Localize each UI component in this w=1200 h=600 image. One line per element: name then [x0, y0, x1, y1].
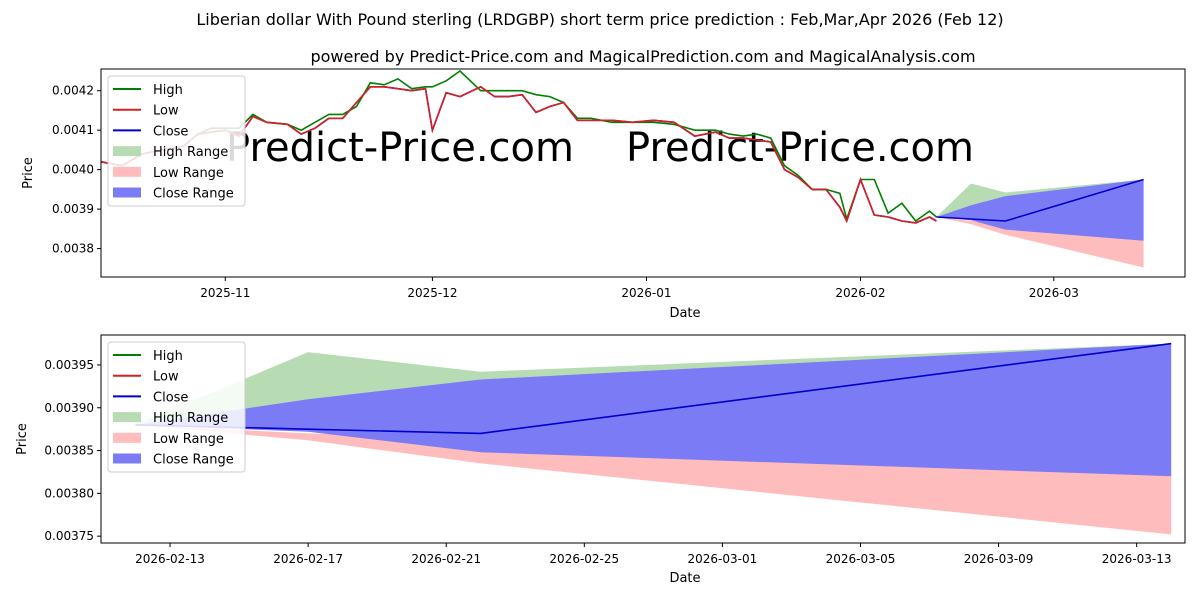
y-tick-label: 0.0042	[52, 84, 94, 98]
legend-box	[107, 75, 246, 207]
x-tick-label: 2026-03-09	[964, 552, 1034, 566]
axes-frame-top	[100, 68, 1186, 278]
x-tick-label: 2026-02-13	[135, 552, 205, 566]
legend-label: Close Range	[153, 453, 234, 468]
legend-label: Low	[153, 370, 179, 385]
legend-label: Close	[153, 124, 188, 139]
chart-subtitle: powered by Predict-Price.com and Magical…	[310, 47, 975, 66]
legend-swatch	[113, 166, 141, 177]
top-panel: Predict-Price.com Predict-Price.com Predic…	[21, 68, 1186, 323]
y-tick-label: 0.00385	[44, 444, 94, 458]
legend-top: High Low Close High Range Low Range Close Ran…	[107, 75, 246, 207]
x-axis-label: Date	[669, 571, 700, 586]
watermark-text: Predict-Price.com	[626, 125, 974, 171]
x-tick-label: 2026-03-05	[826, 552, 896, 566]
x-tick-label: 2026-02	[835, 286, 885, 300]
axes-frame-bottom	[100, 334, 1186, 544]
legend-label: High Range	[153, 411, 228, 426]
legend-swatch	[113, 187, 141, 198]
y-axis-label: Price	[21, 157, 36, 189]
x-tick-label: 2026-03-13	[1102, 552, 1172, 566]
chart-title: Liberian dollar With Pound sterling (LRD…	[196, 10, 1003, 29]
legend-box	[107, 341, 246, 473]
low-range-band	[135, 424, 1172, 535]
plot-area-bottom: Predict-Price.comPredict-Price.comPredic…	[135, 342, 1172, 589]
legend-swatch	[113, 432, 141, 443]
x-tick-label: 2026-03-01	[688, 552, 758, 566]
y-tick-label: 0.00380	[44, 486, 94, 500]
x-tick-label: 2026-01	[621, 286, 671, 300]
legend-swatch	[113, 412, 141, 423]
x-tick-label: 2025-11	[200, 286, 250, 300]
legend-label: Close	[153, 390, 188, 405]
plot-area-top: Predict-Price.com Predict-Price.com Predic…	[101, 69, 1144, 323]
y-tick-label: 0.0038	[52, 242, 94, 256]
watermark-top: Predict-Price.com Predict-Price.com Predic…	[226, 125, 974, 323]
x-tick-label: 2025-12	[407, 286, 457, 300]
watermark-text: Predict-Price.com	[226, 543, 574, 589]
y-axis-label: Price	[15, 423, 30, 455]
x-tick-label: 2026-03	[1029, 286, 1079, 300]
legend-label: Close Range	[153, 187, 234, 202]
y-tick-label: 0.0039	[52, 202, 94, 216]
x-tick-label: 2026-02-21	[411, 552, 481, 566]
close-forecast-line	[936, 178, 1144, 222]
legend-label: High Range	[153, 145, 228, 160]
low-range-band	[936, 217, 1144, 268]
y-tick-label: 0.00395	[44, 358, 94, 372]
y-tick-label: 0.0041	[52, 123, 94, 137]
y-tick-label: 0.00390	[44, 401, 94, 415]
x-tick-label: 2026-02-25	[549, 552, 619, 566]
x-tick-label: 2026-02-17	[273, 552, 343, 566]
low-history-line	[101, 85, 937, 224]
legend-label: Low Range	[153, 166, 224, 181]
legend-label: High	[153, 349, 183, 364]
legend-swatch	[113, 453, 141, 464]
legend-bottom: High Low Close High Range Low Range Close Ran…	[107, 341, 246, 473]
bottom-panel: Predict-Price.comPredict-Price.comPredic…	[15, 334, 1186, 589]
watermark-text: Predict-Price.com	[226, 277, 574, 323]
legend-swatch	[113, 146, 141, 157]
legend-label: Low	[153, 104, 179, 119]
x-axis-label: Date	[669, 306, 700, 321]
legend-label: Low Range	[153, 432, 224, 447]
legend-label: High	[153, 83, 183, 98]
y-tick-label: 0.00375	[44, 529, 94, 543]
y-tick-label: 0.0040	[52, 163, 94, 177]
watermark-text: Predict-Price.com	[226, 125, 574, 171]
